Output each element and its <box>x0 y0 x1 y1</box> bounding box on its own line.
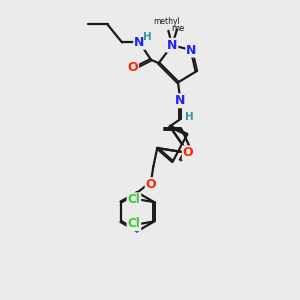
Text: O: O <box>183 146 194 159</box>
Text: methyl: methyl <box>153 17 180 26</box>
Text: H: H <box>185 112 194 122</box>
Text: O: O <box>127 61 138 74</box>
Text: me: me <box>171 24 184 33</box>
Text: N: N <box>134 36 145 49</box>
Text: N: N <box>175 94 186 107</box>
Text: N: N <box>186 44 197 57</box>
Text: O: O <box>146 178 156 191</box>
Text: Cl: Cl <box>128 193 140 206</box>
Text: H: H <box>143 32 152 42</box>
Text: N: N <box>167 39 177 52</box>
Text: Cl: Cl <box>128 218 140 230</box>
